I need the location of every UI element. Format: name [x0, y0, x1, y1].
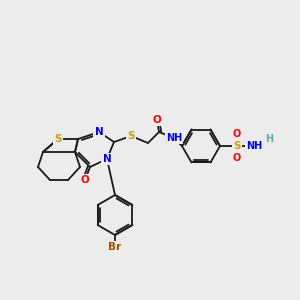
Text: O: O [81, 175, 89, 185]
Text: O: O [233, 153, 241, 163]
Text: S: S [127, 131, 135, 141]
Text: N: N [94, 127, 103, 137]
Text: Br: Br [108, 242, 122, 252]
Text: NH: NH [166, 133, 182, 143]
Text: H: H [265, 134, 273, 144]
Text: S: S [54, 134, 62, 144]
Text: N: N [103, 154, 111, 164]
Text: NH: NH [246, 141, 262, 151]
Text: S: S [233, 141, 241, 151]
Text: O: O [153, 115, 161, 125]
Text: O: O [233, 129, 241, 139]
